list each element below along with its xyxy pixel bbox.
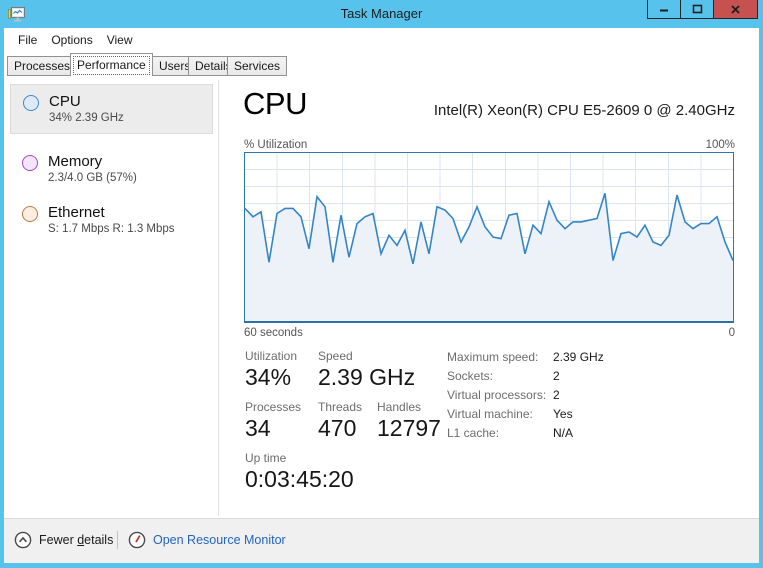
- window-controls: [647, 0, 758, 19]
- close-button[interactable]: [713, 0, 758, 19]
- sidebar-ethernet-subtitle: S: 1.7 Mbps R: 1.3 Mbps: [48, 223, 175, 235]
- virtual-processors-value: 2: [553, 388, 560, 402]
- window-title: Task Manager: [340, 6, 423, 21]
- l1-cache-value: N/A: [553, 426, 574, 440]
- threads-value: 470: [318, 415, 357, 441]
- window-border-right: [759, 28, 763, 568]
- uptime-value: 0:03:45:20: [245, 466, 354, 492]
- footer-separator: [117, 531, 118, 549]
- tab-services[interactable]: Services: [227, 56, 288, 76]
- page-title: CPU: [243, 86, 307, 121]
- open-resource-monitor-label: Open Resource Monitor: [153, 533, 286, 547]
- title-bar: Task Manager: [0, 0, 763, 28]
- sidebar-cpu-title: CPU: [49, 93, 81, 110]
- tab-details[interactable]: Details: [188, 56, 239, 76]
- chart-x-right-label: 0: [728, 327, 735, 339]
- chart-area-fill: [245, 193, 733, 321]
- resource-monitor-icon: [128, 531, 146, 549]
- sockets-value: 2: [553, 369, 560, 383]
- ethernet-graph-icon: [22, 206, 38, 222]
- fewer-details-button[interactable]: Fewer details: [14, 531, 113, 549]
- sidebar-item-ethernet[interactable]: Ethernet S: 1.7 Mbps R: 1.3 Mbps: [10, 196, 213, 246]
- chart-x-left-label: 60 seconds: [244, 327, 303, 339]
- sidebar-memory-subtitle: 2.3/4.0 GB (57%): [48, 172, 137, 184]
- menu-bar: File Options View: [4, 28, 759, 52]
- tab-performance[interactable]: Performance: [70, 53, 153, 76]
- menu-file[interactable]: File: [18, 33, 38, 47]
- window-border-bottom: [0, 563, 763, 568]
- uptime-label: Up time: [245, 451, 287, 465]
- maximize-button[interactable]: [680, 0, 714, 19]
- processes-value: 34: [245, 415, 271, 441]
- utilization-label: Utilization: [245, 349, 298, 363]
- speed-label: Speed: [318, 349, 353, 363]
- max-speed-value: 2.39 GHz: [553, 350, 604, 364]
- processes-label: Processes: [245, 400, 302, 414]
- minimize-button[interactable]: [647, 0, 681, 19]
- sidebar-ethernet-title: Ethernet: [48, 204, 105, 221]
- fewer-details-label: Fewer details: [39, 533, 114, 547]
- cpu-graph-icon: [23, 95, 39, 111]
- menu-view[interactable]: View: [106, 33, 133, 47]
- tab-strip: Processes Performance Users Details Serv…: [4, 52, 759, 76]
- sidebar-cpu-subtitle: 34% 2.39 GHz: [49, 112, 124, 124]
- sockets-label: Sockets:: [447, 369, 494, 383]
- footer-bar: Fewer details Open Resource Monitor: [4, 518, 759, 563]
- close-icon: [731, 4, 740, 14]
- virtual-processors-label: Virtual processors:: [447, 388, 547, 402]
- sidebar-item-cpu[interactable]: CPU 34% 2.39 GHz: [10, 84, 213, 134]
- max-speed-label: Maximum speed:: [447, 350, 539, 364]
- cpu-utilization-chart: [244, 152, 734, 323]
- tab-processes[interactable]: Processes: [7, 56, 78, 76]
- sidebar-divider: [218, 80, 219, 516]
- window-border-left: [0, 28, 4, 568]
- virtual-machine-label: Virtual machine:: [447, 407, 533, 421]
- task-manager-app-icon: [8, 7, 25, 22]
- handles-value: 12797: [377, 415, 441, 441]
- speed-value: 2.39 GHz: [318, 364, 416, 390]
- open-resource-monitor-link[interactable]: Open Resource Monitor: [128, 531, 286, 549]
- l1-cache-label: L1 cache:: [447, 426, 500, 440]
- chart-y-axis-label: % Utilization: [244, 139, 308, 151]
- chart-y-max-label: 100%: [705, 139, 735, 151]
- sidebar-memory-title: Memory: [48, 153, 103, 170]
- processor-name: Intel(R) Xeon(R) CPU E5-2609 0 @ 2.40GHz: [433, 102, 735, 119]
- utilization-value: 34%: [245, 364, 292, 390]
- sidebar-item-memory[interactable]: Memory 2.3/4.0 GB (57%): [10, 145, 213, 195]
- chart-line: [245, 193, 733, 265]
- menu-options[interactable]: Options: [51, 33, 93, 47]
- chevron-up-circle-icon: [14, 531, 32, 549]
- virtual-machine-value: Yes: [553, 407, 573, 421]
- minimize-icon: [660, 9, 668, 12]
- maximize-icon: [692, 4, 702, 14]
- memory-graph-icon: [22, 155, 38, 171]
- handles-label: Handles: [377, 400, 422, 414]
- threads-label: Threads: [318, 400, 363, 414]
